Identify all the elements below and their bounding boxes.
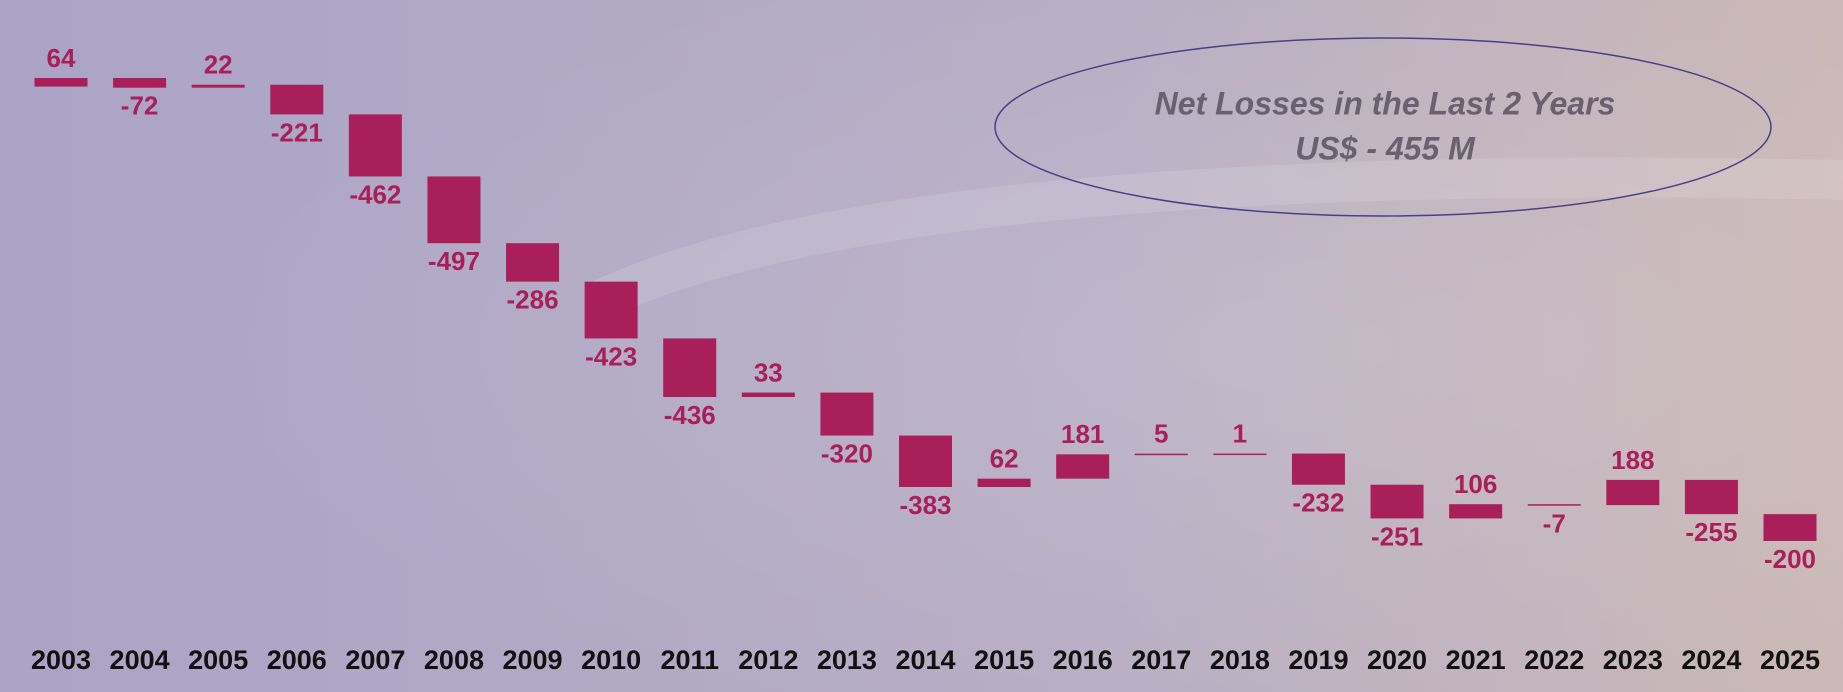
value-label: 33: [754, 357, 783, 387]
x-tick-label: 2017: [1131, 645, 1191, 675]
value-label: -320: [821, 438, 873, 468]
x-tick-label: 2010: [581, 645, 641, 675]
bar: [663, 338, 717, 398]
value-label: -436: [664, 400, 716, 430]
bar: [1134, 453, 1188, 456]
value-label: -221: [271, 117, 323, 147]
bar: [1763, 514, 1817, 541]
value-label: 1: [1233, 418, 1247, 448]
bar: [820, 392, 874, 436]
bar: [34, 78, 88, 87]
annotation-text: US$ - 455 M: [1295, 130, 1476, 166]
x-tick-label: 2015: [974, 645, 1034, 675]
decor-arc: [591, 157, 1843, 319]
x-tick-label: 2018: [1210, 645, 1270, 675]
value-label: -232: [1292, 488, 1344, 518]
value-label: 181: [1061, 419, 1104, 449]
bar: [1449, 504, 1503, 519]
x-tick-label: 2007: [345, 645, 405, 675]
value-label: -423: [585, 341, 637, 371]
value-label: -7: [1543, 509, 1566, 539]
annotation-ellipse: [994, 37, 1772, 217]
bar: [270, 84, 324, 115]
value-label: -286: [507, 285, 559, 315]
bar: [899, 435, 952, 488]
x-tick-label: 2019: [1288, 645, 1348, 675]
bar: [1213, 453, 1267, 456]
bar: [977, 478, 1031, 488]
bar: [113, 78, 167, 88]
annotation-text: Net Losses in the Last 2 Years: [1155, 85, 1616, 121]
x-tick-label: 2021: [1446, 645, 1506, 675]
bar: [1291, 453, 1345, 485]
bar: [506, 243, 560, 282]
bar: [1527, 504, 1581, 506]
bar: [427, 176, 481, 244]
x-tick-label: 2005: [188, 645, 248, 675]
x-tick-label: 2013: [817, 645, 877, 675]
value-label: 64: [47, 43, 76, 73]
bar: [1056, 454, 1110, 479]
value-label: -251: [1371, 521, 1423, 551]
x-tick-label: 2009: [503, 645, 563, 675]
bar: [584, 281, 638, 339]
value-label: 62: [990, 444, 1019, 474]
x-tick-label: 2025: [1760, 645, 1820, 675]
value-label: 22: [204, 50, 233, 80]
x-tick-label: 2024: [1681, 645, 1741, 675]
x-tick-label: 2020: [1367, 645, 1427, 675]
x-tick-label: 2022: [1524, 645, 1584, 675]
x-tick-label: 2006: [267, 645, 327, 675]
value-label: -383: [899, 490, 951, 520]
value-label: -72: [121, 91, 159, 121]
value-label: -200: [1764, 544, 1816, 574]
bar: [741, 392, 795, 398]
value-label: -497: [428, 246, 480, 276]
x-tick-label: 2008: [424, 645, 484, 675]
bar: [1684, 479, 1738, 515]
value-label: 5: [1154, 419, 1168, 449]
value-label: 106: [1454, 469, 1497, 499]
x-tick-label: 2023: [1603, 645, 1663, 675]
bar: [1606, 479, 1660, 506]
x-tick-label: 2003: [31, 645, 91, 675]
x-tick-label: 2004: [110, 645, 170, 675]
x-tick-label: 2012: [738, 645, 798, 675]
bar: [1370, 484, 1424, 519]
value-label: 188: [1611, 445, 1654, 475]
bar: [191, 84, 245, 88]
x-tick-label: 2016: [1053, 645, 1113, 675]
x-tick-label: 2011: [660, 645, 719, 675]
x-tick-label: 2014: [895, 645, 955, 675]
value-label: -255: [1685, 517, 1737, 547]
value-label: -462: [349, 179, 401, 209]
bar: [348, 114, 402, 177]
